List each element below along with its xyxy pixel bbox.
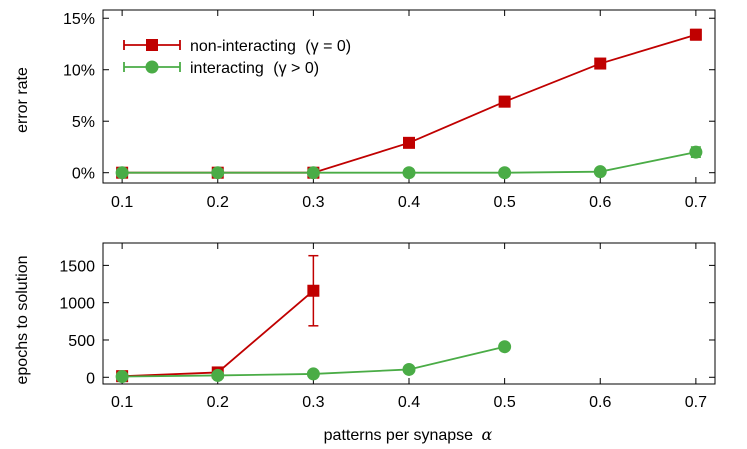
legend-label-interacting: interacting (γ > 0) <box>190 60 319 77</box>
y-tick-label: 10% <box>63 63 95 80</box>
plot-frame <box>102 242 716 385</box>
x-tick-label: 0.3 <box>302 394 324 411</box>
data-point-circle <box>498 340 512 354</box>
x-tick-label: 0.1 <box>111 394 133 411</box>
y-axis-label-error-rate: error rate <box>14 67 31 133</box>
y-tick-label: 1000 <box>59 296 95 313</box>
legend-entry-interacting: interacting (γ > 0) <box>123 60 319 77</box>
x-axis-label: patterns per synapse α <box>324 425 493 444</box>
x-tick-label: 0.6 <box>589 194 611 211</box>
x-tick-label: 0.5 <box>494 394 516 411</box>
data-point-circle <box>211 166 225 180</box>
y-tick-label: 5% <box>72 114 95 131</box>
y-tick-label: 15% <box>63 11 95 28</box>
data-point-square <box>307 284 320 297</box>
plot-frame <box>102 9 716 184</box>
data-point-square <box>594 57 607 70</box>
data-point-circle <box>498 166 512 180</box>
data-point-square <box>403 136 415 149</box>
epochs-panel: 0.1 0.2 0.3 0.4 0.5 0.6 0.7 0 500 1000 1500 <box>59 242 716 411</box>
legend-label-non-interacting: non-interacting (γ = 0) <box>190 38 351 55</box>
x-tick-label: 0.4 <box>398 194 420 211</box>
data-point-circle <box>402 362 416 376</box>
y-tick-label: 0% <box>72 166 95 183</box>
legend-entry-non-interacting: non-interacting (γ = 0) <box>123 38 351 55</box>
data-point-circle <box>211 368 225 382</box>
y-axis-label-epochs: epochs to solution <box>14 256 31 385</box>
x-tick-label: 0.2 <box>207 394 229 411</box>
data-point-circle <box>306 367 320 381</box>
legend: non-interacting (γ = 0) interacting (γ >… <box>123 38 351 77</box>
data-point-circle <box>115 370 129 384</box>
x-tick-label: 0.4 <box>398 394 420 411</box>
series-line-non-interacting <box>122 33 697 174</box>
data-point-circle <box>689 145 703 159</box>
data-point-square <box>498 95 511 108</box>
x-tick-label: 0.6 <box>589 394 611 411</box>
y-tick-label: 0 <box>86 370 95 387</box>
x-tick-label: 0.7 <box>685 394 707 411</box>
data-point-circle <box>402 166 416 180</box>
legend-square-marker <box>146 39 158 51</box>
series-line-non-interacting <box>122 290 314 378</box>
error-rate-panel: 0.1 0.2 0.3 0.4 0.5 0.6 0.7 0% 5% 10% 15% <box>63 9 716 211</box>
data-point-circle <box>115 166 129 180</box>
y-tick-label: 1500 <box>59 258 95 275</box>
legend-circle-marker <box>145 60 159 74</box>
data-point-square <box>689 28 702 41</box>
x-tick-label: 0.7 <box>685 194 707 211</box>
x-tick-label: 0.2 <box>207 194 229 211</box>
data-point-circle <box>593 165 607 179</box>
y-tick-label: 500 <box>68 333 95 350</box>
x-tick-label: 0.3 <box>302 194 324 211</box>
data-point-circle <box>306 166 320 180</box>
x-tick-label: 0.5 <box>494 194 516 211</box>
x-tick-label: 0.1 <box>111 194 133 211</box>
